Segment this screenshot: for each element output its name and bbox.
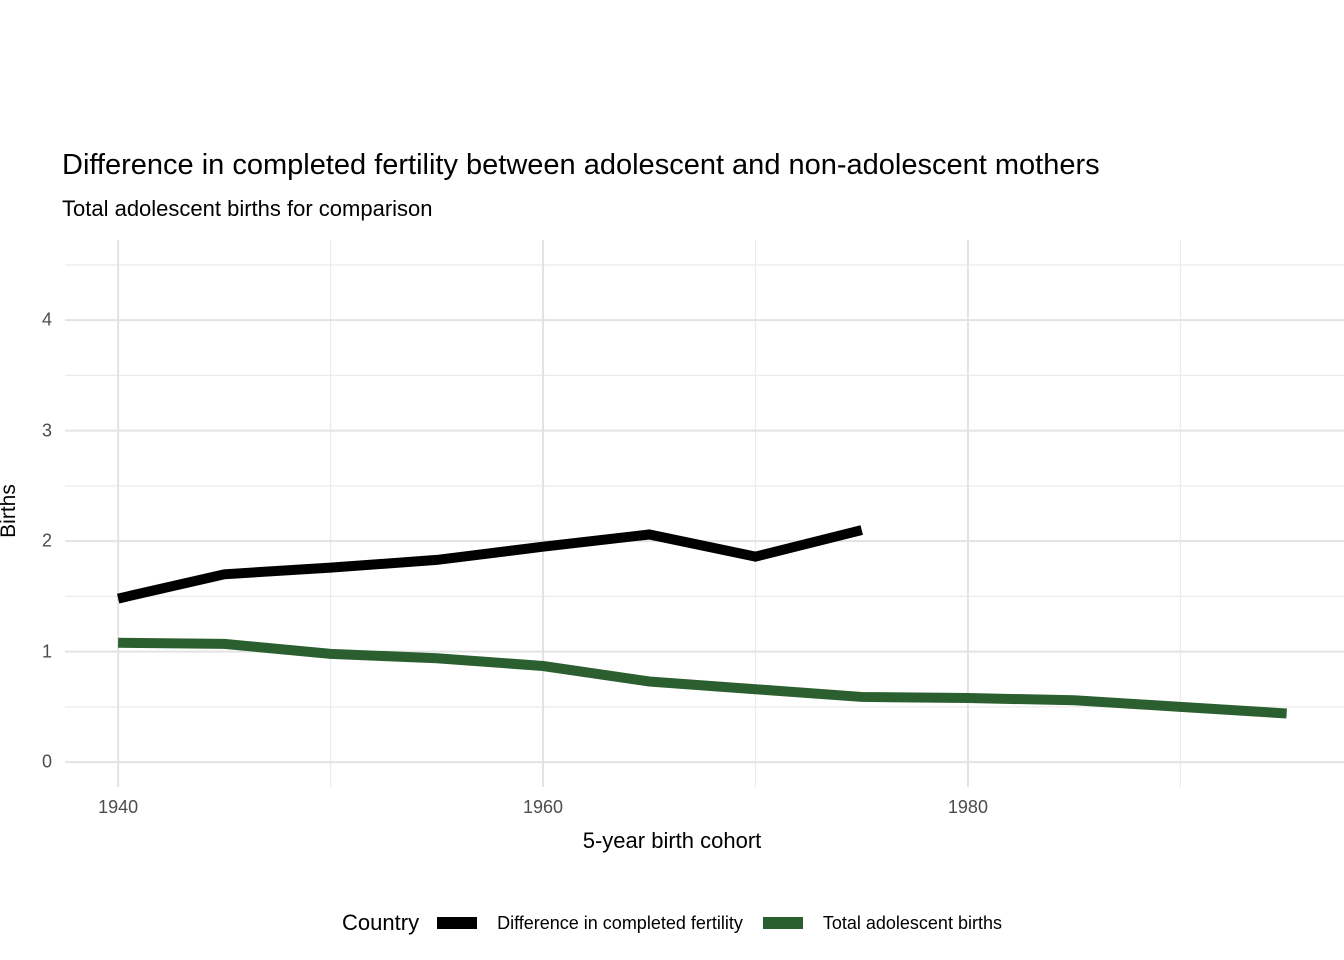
- legend-item: Difference in completed fertility: [437, 913, 743, 934]
- y-tick-label: 4: [41, 309, 52, 330]
- y-tick-label: 1: [41, 641, 52, 662]
- series-line-0: [116, 525, 863, 604]
- legend-label: Difference in completed fertility: [497, 912, 743, 933]
- y-tick-label: 0: [41, 751, 52, 772]
- y-tick-label: 2: [41, 530, 52, 551]
- x-axis-title: 5-year birth cohort: [582, 828, 762, 853]
- series-line-1: [118, 637, 1287, 719]
- legend-swatch-difference: [437, 917, 478, 929]
- legend-label: Total adolescent births: [822, 912, 1002, 933]
- y-tick-label: 3: [41, 420, 52, 441]
- x-tick-label: 1940: [98, 797, 139, 817]
- legend: Country Difference in completed fertilit…: [0, 903, 1344, 943]
- legend-item: Total adolescent births: [762, 912, 1002, 934]
- legend-title: Country: [342, 910, 420, 935]
- x-tick-label: 1980: [947, 797, 988, 817]
- chart-subtitle: Total adolescent births for comparison: [62, 196, 433, 221]
- x-tick-label: 1960: [523, 797, 564, 817]
- chart-title: Difference in completed fertility betwee…: [62, 149, 1100, 181]
- legend-swatch-total: [762, 917, 803, 929]
